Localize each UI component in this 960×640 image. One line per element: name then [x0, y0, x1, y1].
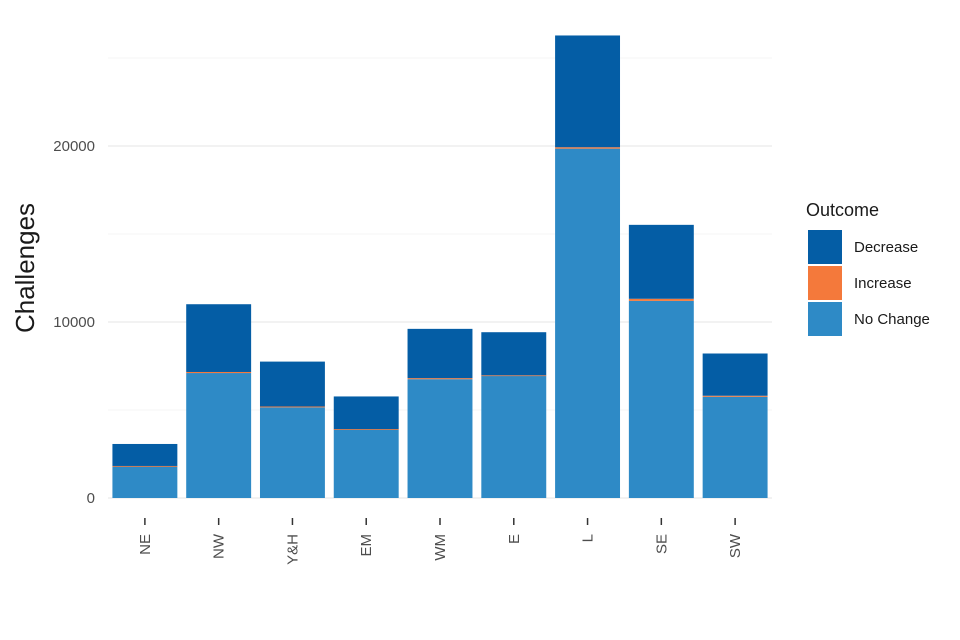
bar-decrease-se	[628, 224, 694, 299]
bar-no-change-nw	[186, 373, 252, 498]
bar-no-change-se	[628, 300, 694, 498]
legend-title: Outcome	[806, 200, 879, 220]
bar-no-change-y-h	[259, 407, 325, 498]
bar-decrease-l	[555, 35, 621, 148]
x-tick-label: NW	[211, 533, 228, 559]
bar-increase-nw	[186, 371, 252, 374]
x-tick-label: EM	[358, 534, 375, 557]
bar-increase-se	[628, 298, 694, 301]
y-tick-label: 0	[87, 490, 95, 507]
bar-no-change-e	[481, 375, 547, 498]
bar-decrease-e	[481, 332, 547, 376]
y-tick-label: 20000	[53, 138, 95, 155]
x-tick-label: WM	[432, 534, 449, 561]
legend-swatch-increase	[808, 266, 842, 300]
bar-increase-ne	[112, 465, 178, 467]
legend-label: No Change	[854, 311, 930, 328]
bar-decrease-ne	[112, 443, 178, 466]
bar-increase-em	[333, 429, 399, 430]
x-axis: NE NW Y&H EM WM E L SE SW	[137, 518, 744, 565]
x-tick-label: Y&H	[284, 534, 301, 565]
bars	[112, 35, 768, 498]
legend: Outcome Decrease Increase No Change	[806, 200, 930, 336]
bar-no-change-l	[555, 148, 621, 498]
bar-no-change-em	[333, 429, 399, 498]
y-axis-title: Challenges	[10, 203, 40, 333]
bar-increase-wm	[407, 378, 473, 380]
bar-no-change-wm	[407, 379, 473, 498]
x-tick-label: L	[580, 534, 597, 542]
x-tick-label: SW	[727, 533, 744, 558]
bar-decrease-wm	[407, 328, 473, 379]
y-tick-label: 10000	[53, 314, 95, 331]
bar-increase-e	[481, 375, 547, 377]
legend-swatch-decrease	[808, 230, 842, 264]
legend-label: Increase	[854, 275, 912, 292]
bar-decrease-nw	[186, 304, 252, 372]
bar-no-change-ne	[112, 466, 178, 498]
bar-decrease-em	[333, 396, 399, 430]
x-tick-label: SE	[653, 534, 670, 554]
bar-decrease-sw	[702, 353, 768, 396]
bar-increase-sw	[702, 395, 768, 397]
bar-no-change-sw	[702, 396, 768, 498]
y-axis: 0 10000 20000	[53, 138, 95, 507]
bar-increase-y-h	[259, 406, 325, 408]
bar-decrease-y-h	[259, 361, 325, 407]
legend-swatch-no-change	[808, 302, 842, 336]
x-tick-label: NE	[137, 534, 154, 555]
legend-label: Decrease	[854, 239, 918, 256]
x-tick-label: E	[506, 534, 523, 544]
bar-increase-l	[555, 147, 621, 149]
